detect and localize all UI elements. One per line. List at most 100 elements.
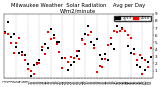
Point	[78, 50, 81, 52]
Point	[124, 30, 127, 32]
Point	[104, 53, 107, 54]
Point	[70, 56, 72, 57]
Point	[118, 17, 121, 18]
Point	[81, 39, 84, 40]
Point	[150, 56, 152, 58]
Point	[110, 43, 112, 44]
Point	[47, 47, 49, 49]
Point	[133, 49, 135, 50]
Point	[107, 60, 109, 61]
Point	[150, 47, 152, 48]
Point	[29, 75, 32, 76]
Point	[61, 68, 64, 69]
Point	[90, 42, 92, 43]
Point	[21, 51, 24, 52]
Title: Milwaukee Weather  Solar Radiation    Avg per Day W/m2/minute: Milwaukee Weather Solar Radiation Avg pe…	[11, 3, 145, 14]
Point	[24, 59, 26, 61]
Point	[130, 53, 132, 54]
Point	[15, 42, 18, 44]
Point	[101, 66, 104, 68]
Point	[44, 43, 46, 45]
Point	[52, 35, 55, 36]
Point	[67, 70, 69, 71]
Point	[7, 33, 9, 35]
Point	[72, 57, 75, 58]
Point	[113, 48, 115, 50]
Point	[136, 60, 138, 61]
Point	[133, 54, 135, 55]
Point	[138, 66, 141, 67]
Point	[127, 34, 129, 35]
Point	[75, 50, 78, 52]
Point	[113, 31, 115, 32]
Point	[95, 38, 98, 39]
Point	[18, 53, 21, 54]
Point	[12, 53, 15, 54]
Point	[104, 59, 107, 60]
Point	[9, 36, 12, 38]
Point	[58, 51, 61, 52]
Point	[144, 69, 147, 70]
Point	[144, 59, 147, 60]
Point	[21, 54, 24, 55]
Point	[98, 66, 101, 67]
Point	[124, 20, 127, 21]
Point	[38, 59, 41, 60]
Point	[47, 31, 49, 33]
Point	[27, 64, 29, 65]
Point	[55, 41, 58, 43]
Point	[115, 31, 118, 33]
Point	[101, 58, 104, 60]
Point	[141, 73, 144, 75]
Point	[24, 54, 26, 55]
Point	[75, 55, 78, 56]
Point	[92, 47, 95, 48]
Point	[32, 64, 35, 65]
Point	[29, 70, 32, 71]
Point	[107, 44, 109, 45]
Point	[147, 66, 149, 68]
Point	[87, 25, 89, 26]
Point	[121, 28, 124, 30]
Point	[38, 62, 41, 64]
Point	[147, 61, 149, 62]
Point	[78, 58, 81, 59]
Point	[35, 64, 38, 65]
Point	[136, 64, 138, 66]
Point	[130, 37, 132, 39]
Point	[12, 33, 15, 34]
Point	[141, 57, 144, 59]
Point	[64, 57, 66, 59]
Legend: 2013, 2014: 2013, 2014	[114, 16, 151, 21]
Point	[18, 37, 21, 39]
Point	[98, 55, 101, 56]
Point	[15, 46, 18, 47]
Point	[67, 61, 69, 63]
Point	[55, 43, 58, 45]
Point	[4, 32, 6, 33]
Point	[110, 38, 112, 39]
Point	[81, 38, 84, 40]
Point	[41, 49, 44, 51]
Point	[32, 73, 35, 74]
Point	[72, 62, 75, 63]
Point	[44, 54, 46, 55]
Point	[84, 34, 87, 35]
Point	[121, 27, 124, 29]
Point	[115, 25, 118, 27]
Point	[41, 46, 44, 47]
Point	[52, 37, 55, 38]
Point	[50, 38, 52, 39]
Point	[95, 71, 98, 72]
Point	[138, 55, 141, 56]
Point	[50, 29, 52, 30]
Point	[64, 58, 66, 59]
Point	[92, 45, 95, 46]
Point	[27, 69, 29, 70]
Point	[127, 45, 129, 47]
Point	[61, 57, 64, 58]
Point	[9, 42, 12, 44]
Point	[7, 21, 9, 23]
Point	[4, 32, 6, 33]
Point	[84, 43, 87, 44]
